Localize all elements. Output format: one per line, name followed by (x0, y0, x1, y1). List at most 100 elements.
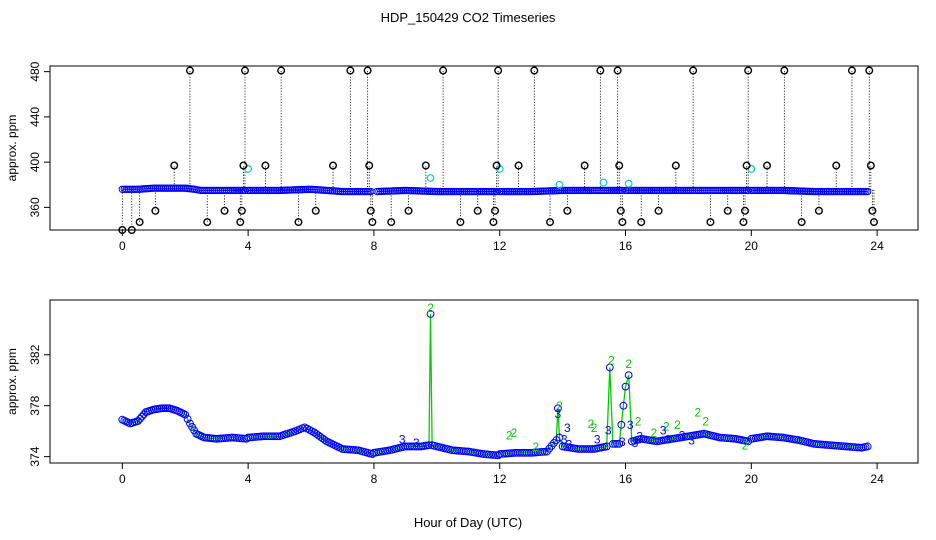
flag-3-label: 3 (688, 434, 695, 448)
baseline-point (692, 186, 700, 195)
outlier-point (868, 206, 877, 215)
baseline-point (704, 186, 712, 195)
baseline-point (740, 186, 749, 195)
baseline-point (154, 184, 162, 192)
outlier-point (780, 66, 789, 75)
x-tick-label: 0 (119, 239, 126, 253)
baseline-point (207, 186, 215, 195)
outlier-point (744, 66, 753, 75)
outlier-point (615, 161, 624, 170)
baseline-point (696, 186, 704, 195)
filtered-point (624, 179, 633, 188)
series-point (320, 435, 329, 444)
outlier-point (240, 66, 249, 75)
baseline-point (340, 187, 349, 196)
baseline-point (157, 184, 166, 192)
outlier-point (151, 206, 160, 215)
x-tick-label: 24 (870, 472, 884, 486)
flag-2-label: 2 (608, 353, 615, 367)
series-point (613, 439, 622, 448)
baseline-point (165, 184, 174, 192)
flag-2-label: 2 (427, 301, 434, 315)
outlier-point (613, 66, 622, 75)
outlier-point (118, 225, 127, 234)
series-point (624, 371, 633, 380)
outlier-point (185, 66, 194, 75)
y-tick-label: 400 (28, 152, 42, 172)
flag-3-label: 3 (679, 428, 686, 442)
baseline-point (120, 185, 128, 193)
outlier-point (236, 218, 245, 227)
baseline-point (729, 186, 737, 195)
x-tick-label: 4 (245, 472, 252, 486)
series-point (605, 363, 614, 372)
series-point (414, 442, 423, 451)
series-point (617, 420, 626, 429)
baseline-point (169, 184, 178, 192)
series-point (615, 439, 624, 448)
x-tick-label: 0 (119, 472, 126, 486)
baseline-point (171, 184, 180, 192)
flag-2-label: 2 (588, 417, 595, 431)
series-line (248, 426, 373, 455)
flag-3-label: 3 (665, 432, 672, 446)
series-point (157, 404, 166, 413)
baseline-point (596, 186, 604, 195)
outlier-point (763, 161, 772, 170)
series-point (554, 404, 562, 413)
outlier-point (654, 206, 663, 215)
flag-3-label: 3 (636, 430, 643, 444)
outlier-point (127, 225, 136, 234)
outlier-point (237, 206, 246, 215)
baseline-point (487, 187, 495, 196)
baseline-point (472, 187, 480, 196)
baseline-point (122, 185, 130, 193)
baseline-point (688, 186, 697, 195)
flag-2-label: 2 (702, 414, 709, 428)
baseline-point (594, 186, 602, 195)
baseline-point (590, 186, 598, 195)
baseline-point (226, 186, 235, 195)
flag-3-label: 3 (594, 432, 601, 446)
baseline-point (167, 184, 176, 192)
outlier-point (596, 66, 605, 75)
outlier-point (489, 218, 498, 227)
series-point (181, 410, 190, 419)
filtered-point (426, 174, 435, 182)
baseline-point (214, 186, 223, 195)
outlier-point (365, 161, 374, 170)
series-point (159, 404, 168, 413)
baseline-point (346, 187, 354, 196)
baseline-point (483, 187, 491, 196)
flag-3-label: 3 (619, 435, 626, 449)
outlier-point (366, 206, 375, 215)
series-point (183, 415, 192, 423)
baseline-point (216, 186, 225, 195)
y-tick-label: 378 (28, 395, 42, 415)
baseline-point (600, 186, 608, 195)
outlier-point (135, 218, 144, 227)
outlier-point (869, 218, 878, 227)
outlier-point (261, 161, 270, 170)
outlier-point (546, 218, 555, 227)
baseline-point (351, 187, 360, 196)
outlier-point (329, 161, 338, 170)
baseline-point (686, 186, 695, 195)
baseline-point (220, 186, 229, 195)
baseline-point (209, 186, 217, 195)
outlier-point (514, 161, 523, 170)
baseline-point (466, 187, 474, 196)
outlier-point (363, 66, 372, 75)
flag-3-label: 3 (632, 436, 639, 450)
outlier-point (741, 206, 750, 215)
outlier-point (220, 206, 229, 215)
baseline-point (716, 186, 724, 195)
flag-3-label: 3 (561, 432, 568, 446)
baseline-point (721, 186, 730, 195)
x-tick-label: 24 (870, 239, 884, 253)
baseline-point (128, 185, 136, 193)
baseline-point (489, 187, 497, 196)
baseline-point (161, 184, 170, 192)
baseline-point (201, 186, 209, 195)
outlier-point (866, 161, 875, 170)
